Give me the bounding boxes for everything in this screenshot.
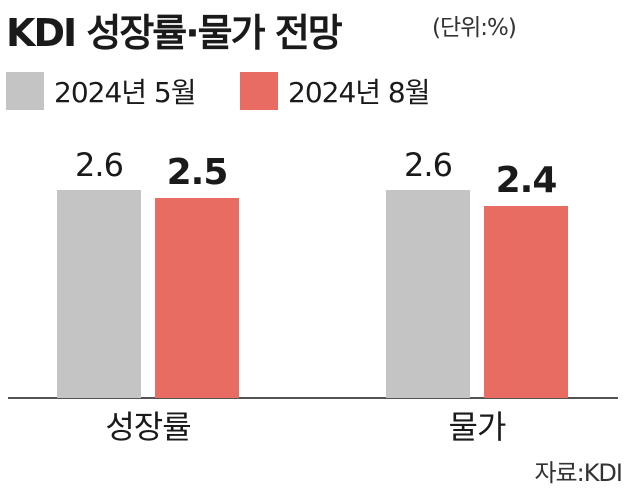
bar-aug-1 <box>484 206 568 398</box>
category-label-0: 성장률 <box>105 408 190 446</box>
bar-aug-0 <box>155 198 239 398</box>
bar-may-1 <box>386 190 470 398</box>
value-label-aug-1: 2.4 <box>496 160 557 201</box>
value-label-may-1: 2.6 <box>404 146 452 184</box>
category-label-1: 물가 <box>449 408 506 446</box>
source-note: 자료:KDI <box>534 453 622 488</box>
bar-may-0 <box>57 190 141 398</box>
value-label-may-0: 2.6 <box>75 146 123 184</box>
value-label-aug-0: 2.5 <box>167 152 228 193</box>
